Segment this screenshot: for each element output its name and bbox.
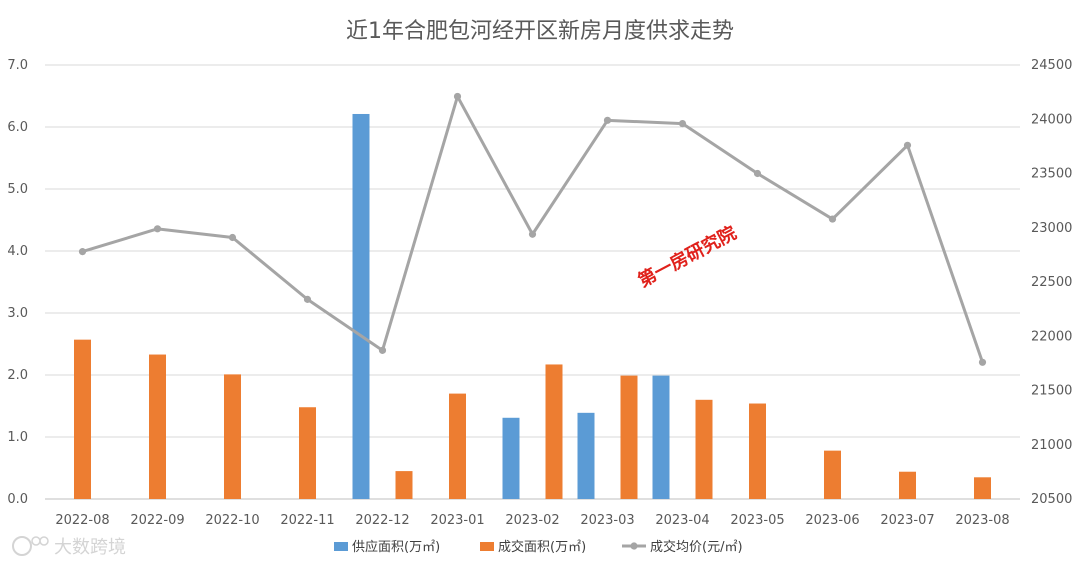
supply-bar (352, 113, 370, 499)
deal-bar (749, 403, 766, 499)
x-tick-label: 2022-08 (55, 513, 109, 528)
x-tick-label: 2023-08 (955, 513, 1009, 528)
deal-bar (224, 374, 241, 499)
price-point (528, 230, 537, 238)
price-point (153, 225, 162, 233)
price-point (78, 248, 87, 256)
supply-bar (502, 417, 520, 499)
price-point (603, 116, 612, 124)
deal-bar (74, 339, 91, 499)
x-tick-label: 2023-03 (580, 513, 634, 528)
y-right-tick-label: 20500 (1031, 492, 1072, 507)
y-right-tick-label: 22000 (1031, 329, 1072, 344)
y-right-tick-label: 24500 (1031, 58, 1072, 73)
chart-title: 近1年合肥包河经开区新房月度供求走势 (346, 19, 734, 44)
legend-label-supply: 供应面积(万㎡) (352, 539, 440, 555)
brand-logo-icon (12, 536, 32, 556)
y-right-tick-label: 21500 (1031, 384, 1072, 399)
deal-bar (149, 354, 166, 499)
price-point (378, 346, 387, 354)
price-point (453, 92, 462, 101)
y-left-tick-label: 0.0 (7, 492, 28, 507)
legend-label-deal: 成交面积(万㎡) (498, 539, 586, 555)
brand-logo: 大数跨境 (12, 536, 126, 558)
legend-swatch-deal (480, 542, 494, 551)
watermark-annotation: 第一房研究院 (634, 222, 740, 292)
price-point (678, 119, 687, 128)
y-left-tick-label: 6.0 (7, 120, 28, 135)
x-tick-label: 2023-06 (805, 513, 859, 528)
x-tick-label: 2022-11 (280, 513, 334, 528)
y-right-tick-label: 22500 (1031, 275, 1072, 290)
price-point (903, 141, 912, 149)
x-tick-label: 2022-09 (130, 513, 184, 528)
brand-logo-text: 大数跨境 (54, 537, 126, 558)
legend-swatch-supply (334, 542, 348, 551)
x-tick-label: 2023-02 (505, 513, 559, 528)
legend-label-price: 成交均价(元/㎡) (650, 539, 743, 555)
y-left-tick-label: 3.0 (7, 306, 28, 321)
price-point (303, 295, 312, 303)
deal-bar (449, 393, 466, 499)
price-point (828, 215, 837, 223)
price-point (978, 358, 987, 366)
deal-bar (695, 399, 713, 499)
y-left-tick-label: 7.0 (7, 58, 28, 73)
deal-bar (545, 364, 563, 499)
deal-bar (299, 407, 316, 499)
x-tick-label: 2023-07 (880, 513, 934, 528)
price-point (228, 233, 237, 242)
y-right-tick-label: 23500 (1031, 167, 1072, 182)
x-tick-label: 2022-10 (205, 513, 259, 528)
y-right-tick-label: 23000 (1031, 221, 1072, 236)
deal-bar (899, 471, 916, 499)
x-tick-label: 2023-01 (430, 513, 484, 528)
x-tick-label: 2022-12 (355, 513, 409, 528)
y-left-tick-label: 2.0 (7, 368, 28, 383)
y-right-tick-label: 21000 (1031, 438, 1072, 453)
deal-bar (395, 471, 413, 499)
x-tick-label: 2023-05 (730, 513, 784, 528)
y-left-tick-label: 4.0 (7, 244, 28, 259)
y-right-tick-label: 24000 (1031, 112, 1072, 127)
deal-bar (620, 375, 638, 499)
supply-bar (652, 375, 670, 499)
price-line (82, 94, 984, 363)
supply-bar (577, 412, 595, 499)
deal-bar (824, 450, 841, 499)
deal-bar (974, 477, 991, 499)
x-tick-label: 2023-04 (655, 513, 709, 528)
price-point (753, 169, 762, 178)
legend-swatch-price-marker (630, 542, 638, 550)
y-left-tick-label: 1.0 (7, 430, 28, 445)
y-left-tick-label: 5.0 (7, 182, 28, 197)
